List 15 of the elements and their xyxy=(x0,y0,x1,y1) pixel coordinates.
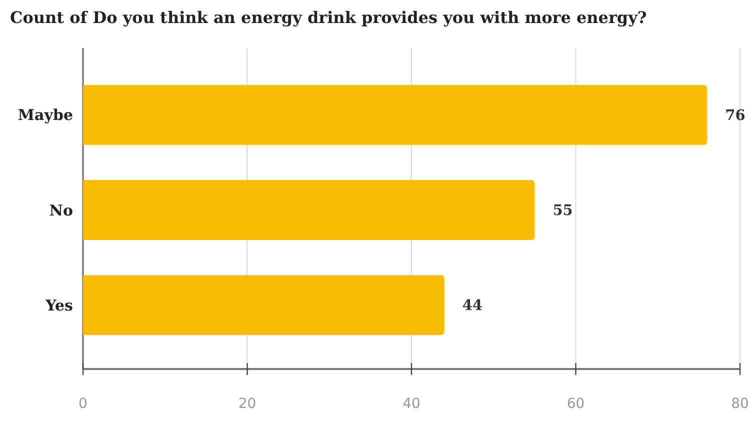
y-tick-label: Maybe xyxy=(18,106,73,124)
x-tick-label: 60 xyxy=(566,396,585,412)
x-tick-label: 80 xyxy=(731,396,749,412)
bar xyxy=(83,180,535,240)
chart-title: Count of Do you think an energy drink provides you with more energy? xyxy=(10,8,647,27)
bar xyxy=(83,85,708,145)
data-label: 44 xyxy=(462,297,483,314)
bar xyxy=(83,275,444,335)
y-tick-label: No xyxy=(49,201,73,220)
data-label: 55 xyxy=(552,202,573,220)
x-tick-label: 0 xyxy=(78,396,88,412)
y-tick-label: Yes xyxy=(44,296,73,314)
x-tick-label: 20 xyxy=(238,396,256,412)
data-label: 76 xyxy=(725,107,746,124)
x-tick-label: 40 xyxy=(402,396,420,412)
